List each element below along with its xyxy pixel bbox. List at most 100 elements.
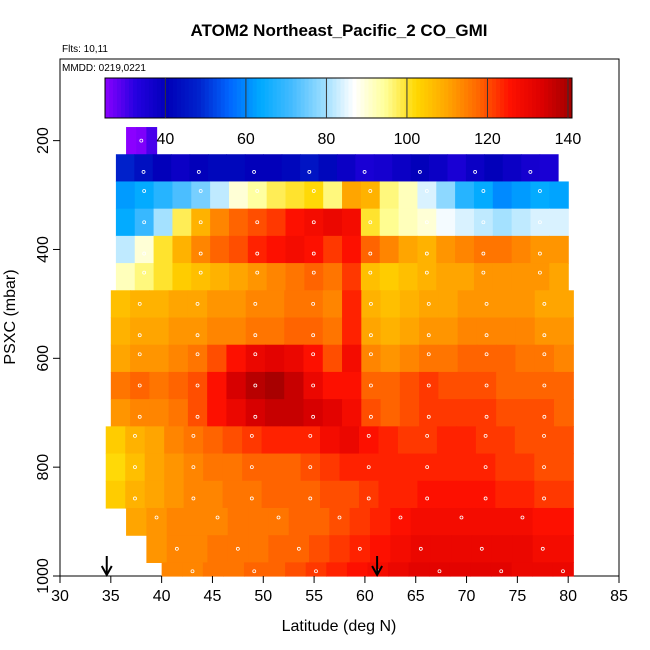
heatmap-cell — [187, 399, 208, 427]
heatmap-cell — [449, 562, 471, 577]
colorbar-swatch — [152, 78, 158, 118]
heatmap-cell — [105, 480, 126, 509]
heatmap-cell — [534, 371, 555, 400]
heatmap-cell — [419, 317, 439, 346]
observation-marker — [368, 270, 373, 275]
heatmap-cell — [134, 235, 155, 264]
heatmap-cell — [397, 426, 419, 455]
heatmap-cell — [457, 371, 478, 400]
heatmap-cell — [228, 208, 249, 237]
heatmap-cell — [168, 290, 189, 319]
heatmap-cell — [549, 235, 569, 264]
heatmap-cell — [429, 154, 449, 183]
colorbar-swatch — [476, 78, 481, 118]
heatmap-cell — [530, 208, 550, 237]
heatmap-cell — [436, 426, 457, 455]
heatmap-cell — [284, 317, 305, 346]
heatmap-cell — [153, 208, 174, 237]
heatmap-cell — [266, 263, 287, 291]
heatmap-cell — [476, 399, 497, 427]
heatmap-cell — [152, 154, 172, 183]
heatmap-cell — [207, 399, 228, 427]
heatmap-cell — [476, 344, 497, 373]
heatmap-cell — [300, 154, 320, 183]
observation-marker — [479, 546, 484, 551]
colorbar-swatch — [452, 78, 457, 118]
heatmap-cell — [263, 154, 283, 183]
heatmap-cell — [342, 344, 362, 373]
heatmap-cell — [451, 535, 473, 563]
colorbar-swatch — [224, 78, 230, 118]
colorbar-swatch — [508, 78, 513, 118]
heatmap-cell — [166, 535, 188, 563]
x-tick-label: 80 — [559, 588, 577, 605]
heatmap-cell — [187, 371, 208, 400]
heatmap-cell — [245, 290, 266, 319]
heatmap-cell — [419, 371, 439, 400]
heatmap-cell — [456, 453, 477, 482]
heatmap-cell — [210, 208, 230, 237]
heatmap-cell — [457, 317, 478, 346]
heatmap-cell — [512, 507, 534, 536]
flights-note: Flts: 10,11 — [62, 44, 108, 55]
observation-marker — [142, 270, 147, 275]
heatmap-cell — [554, 290, 574, 319]
heatmap-cell — [399, 399, 420, 427]
observation-marker — [369, 352, 373, 357]
observation-marker — [368, 189, 373, 193]
observation-marker — [538, 270, 542, 275]
heatmap-cell — [484, 154, 504, 183]
heatmap-cell — [304, 263, 324, 291]
observation-marker — [542, 333, 547, 338]
heatmap-cell — [300, 426, 321, 455]
observation-marker — [426, 352, 431, 357]
colorbar-swatch — [416, 78, 421, 118]
heatmap-cell — [514, 426, 535, 455]
colorbar-swatch — [504, 78, 509, 118]
observation-marker — [484, 383, 489, 388]
colorbar-swatch — [296, 78, 302, 118]
heatmap-cell — [207, 535, 229, 563]
heatmap-cell — [342, 181, 362, 210]
heatmap-cell — [436, 181, 456, 210]
heatmap-cell — [417, 208, 437, 237]
heatmap-cell — [130, 344, 150, 373]
y-axis: 200 400 600 800 1000 — [35, 127, 60, 594]
observation-marker — [133, 496, 137, 501]
observation-marker — [137, 352, 142, 357]
colorbar-swatch — [168, 78, 174, 118]
observation-marker — [133, 433, 137, 438]
heatmap-cell — [172, 181, 192, 210]
heatmap-cell — [342, 235, 362, 264]
observation-marker — [249, 465, 254, 470]
observation-marker — [528, 170, 533, 174]
colorbar-swatch — [204, 78, 210, 118]
heatmap-cell — [309, 535, 330, 563]
heatmap-cell — [126, 127, 137, 155]
heatmap-cell — [320, 426, 341, 455]
heatmap-cell — [222, 453, 243, 482]
colorbar-swatch — [120, 78, 126, 118]
heatmap-cell — [358, 480, 380, 509]
heatmap-cell — [534, 317, 555, 346]
heatmap-cell — [380, 399, 401, 427]
heatmap-cell — [183, 426, 204, 455]
observation-marker — [484, 414, 489, 419]
heatmap-cell — [245, 399, 266, 427]
heatmap-cell — [339, 480, 360, 509]
heatmap-cell — [553, 453, 574, 482]
colorbar-swatch — [160, 78, 166, 118]
heatmap-cell — [149, 399, 170, 427]
observation-marker — [484, 333, 489, 338]
colorbar-swatch — [208, 78, 214, 118]
observation-marker — [369, 333, 373, 338]
observation-marker — [139, 138, 144, 143]
observation-marker — [311, 270, 316, 275]
heatmap-cell — [168, 344, 189, 373]
heatmap-cell — [511, 208, 532, 237]
colorbar-swatch — [196, 78, 202, 118]
heatmap-cell — [397, 453, 419, 482]
observation-marker — [369, 301, 373, 306]
heatmap-cell — [417, 181, 437, 210]
colorbar-swatch — [400, 78, 405, 118]
